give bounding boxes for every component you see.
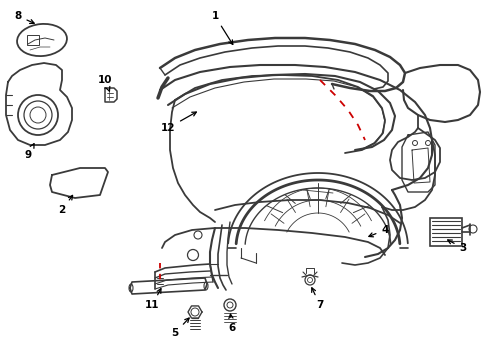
Text: 11: 11: [145, 289, 161, 310]
Text: 10: 10: [98, 75, 112, 91]
Text: 5: 5: [172, 318, 189, 338]
Text: 4: 4: [369, 225, 389, 237]
Text: 9: 9: [24, 144, 34, 160]
Text: 6: 6: [228, 314, 236, 333]
Text: 12: 12: [161, 112, 196, 133]
Text: 8: 8: [14, 11, 34, 23]
Bar: [27, 35, 39, 45]
Text: 2: 2: [58, 195, 73, 215]
Text: 3: 3: [448, 240, 466, 253]
Text: 1: 1: [211, 11, 233, 44]
Bar: [430, 218, 462, 246]
Text: 7: 7: [312, 288, 324, 310]
